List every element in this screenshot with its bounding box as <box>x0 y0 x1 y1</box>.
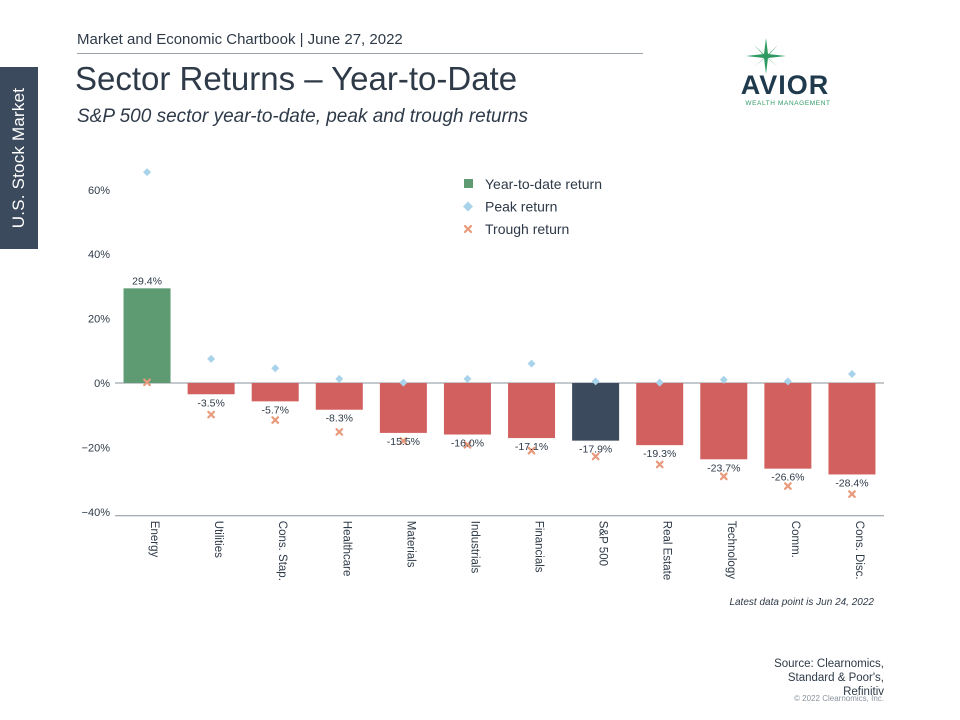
x-tick-label: Materials <box>404 521 416 568</box>
bar <box>572 383 620 441</box>
chart-bars <box>123 288 876 475</box>
trough-marker <box>143 378 151 387</box>
peak-marker <box>847 369 856 378</box>
bar <box>508 383 556 439</box>
peak-marker <box>399 378 408 387</box>
peak-marker <box>527 359 536 368</box>
legend-swatch <box>463 224 473 234</box>
page-subtitle: S&P 500 sector year-to-date, peak and tr… <box>77 106 528 127</box>
trough-marker <box>848 490 856 498</box>
trough-marker <box>591 452 600 461</box>
peak-marker <box>463 374 472 383</box>
copyright-note: © 2022 Clearnomics, Inc. <box>794 694 884 703</box>
chart-axes: 60% 40% 20% 0% −20% −40% Energy Utilities Cons. … <box>82 185 884 581</box>
peak-marker <box>719 375 728 384</box>
source-line: Refinitiv <box>843 686 884 698</box>
trough-marker <box>655 460 664 469</box>
logo-wordmark: AVIOR <box>741 70 830 100</box>
chart-legend: Year-to-date return Peak return Trough ret… <box>463 176 602 237</box>
trough-marker <box>719 472 728 481</box>
bar <box>764 383 812 469</box>
data-label: -8.3% <box>326 413 353 425</box>
bar <box>379 383 427 433</box>
y-tick-label: 60% <box>88 185 110 197</box>
legend-label: Year-to-date return <box>485 176 602 192</box>
x-tick-label: S&P 500 <box>597 521 609 566</box>
bar <box>315 383 363 410</box>
data-label: 29.4% <box>132 275 162 287</box>
source-line: Source: Clearnomics, <box>774 658 884 670</box>
trough-marker <box>335 428 344 436</box>
data-footnote: Latest data point is Jun 24, 2022 <box>729 597 874 608</box>
chart-labels: 29.4% -3.5% -5.7% -8.3% -15.5% -16.0% -17.1% -1… <box>132 275 868 489</box>
y-tick-label: 20% <box>88 314 110 326</box>
x-tick-label: Comm. <box>789 521 801 558</box>
peak-marker <box>591 377 600 386</box>
x-tick-label: Financials <box>533 521 545 573</box>
trough-marker <box>399 437 408 445</box>
peak-marker <box>655 378 664 387</box>
trough-marker <box>783 482 792 490</box>
x-tick-label: Technology <box>725 521 737 579</box>
trough-marker <box>527 446 536 455</box>
source-line: Standard & Poor's, <box>787 672 884 684</box>
side-tab: U.S. Stock Market <box>0 67 38 249</box>
x-tick-label: Industrials <box>468 521 480 574</box>
trough-marker <box>463 440 472 449</box>
bar <box>443 383 491 435</box>
chartbook-header: Market and Economic Chartbook | June 27,… <box>77 31 403 48</box>
data-label: -15.5% <box>387 436 420 448</box>
bar <box>828 383 876 475</box>
data-label: -17.1% <box>515 441 548 453</box>
data-label: -5.7% <box>261 404 288 416</box>
data-label: -16.0% <box>451 438 484 450</box>
x-tick-label: Cons. Disc. <box>853 521 865 580</box>
x-tick-label: Energy <box>148 521 160 558</box>
data-label: -26.6% <box>771 472 804 484</box>
y-tick-label: −40% <box>82 507 111 519</box>
x-tick-label: Healthcare <box>340 521 352 577</box>
source-note: Source: Clearnomics, Standard & Poor's, … <box>774 657 884 699</box>
bar <box>123 288 171 383</box>
avior-logo: AVIOR WEALTH MANAGEMENT <box>741 38 830 107</box>
data-label: -23.7% <box>707 462 740 474</box>
data-label: -3.5% <box>197 397 224 409</box>
x-tick-label: Cons. Stap. <box>276 521 288 581</box>
legend-swatch <box>463 201 473 212</box>
legend-swatch <box>464 179 473 188</box>
logo-tagline: WEALTH MANAGEMENT <box>745 100 830 107</box>
y-tick-label: 0% <box>94 378 110 390</box>
chart-markers <box>143 168 856 498</box>
bar <box>636 383 684 446</box>
y-tick-label: 40% <box>88 249 110 261</box>
bar <box>700 383 748 460</box>
peak-marker <box>335 374 344 383</box>
bar <box>251 383 299 402</box>
x-tick-label: Utilities <box>212 521 224 558</box>
legend-label: Peak return <box>485 199 557 215</box>
page-title: Sector Returns – Year-to-Date <box>75 60 518 97</box>
y-tick-label: −20% <box>82 442 111 454</box>
bar <box>187 383 235 395</box>
peak-marker <box>271 364 280 373</box>
header-divider <box>77 53 643 54</box>
trough-marker <box>271 416 280 424</box>
peak-marker <box>207 354 216 363</box>
x-tick-label: Real Estate <box>661 521 673 580</box>
logo-star-icon <box>746 38 786 74</box>
peak-marker <box>783 377 792 386</box>
data-label: -19.3% <box>643 448 676 460</box>
trough-marker <box>207 410 216 419</box>
peak-marker <box>143 168 152 177</box>
data-label: -28.4% <box>835 477 868 489</box>
data-label: -17.9% <box>579 444 612 456</box>
legend-label: Trough return <box>485 221 569 237</box>
